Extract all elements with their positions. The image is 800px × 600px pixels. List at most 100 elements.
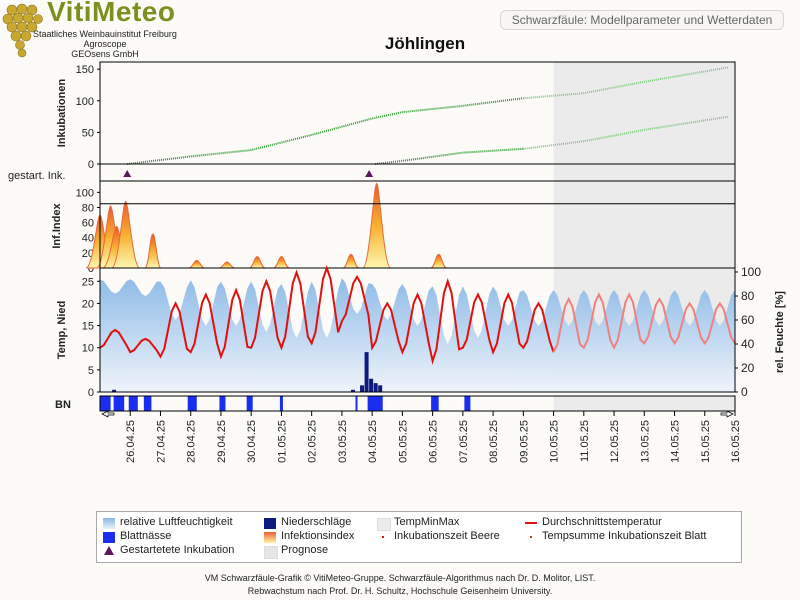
y-tick-label: 0	[88, 159, 94, 171]
humidity-area	[100, 278, 735, 392]
precip-bar	[369, 378, 374, 392]
y-tick-label: 25	[82, 276, 94, 288]
y-axis-label: Temp, Nied	[56, 301, 68, 359]
leaf-wetness-bar	[187, 396, 197, 411]
precip-bar	[350, 389, 355, 392]
precip-bar	[360, 385, 365, 392]
leaf-wetness-bar	[279, 396, 283, 411]
started-incubation-marker	[123, 170, 132, 177]
x-tick-label: 16.05.25	[730, 420, 742, 463]
grape-logo-icon	[2, 3, 43, 58]
precip-bar	[364, 352, 369, 392]
page-title: Jöhlingen	[384, 34, 466, 53]
leaf-swatch-icon	[103, 532, 115, 543]
x-tick-label: 02.05.25	[307, 420, 319, 463]
x-tick-label: 06.05.25	[428, 420, 440, 463]
leaf-wetness-bar	[113, 396, 125, 411]
y-tick-label-right: 0	[741, 385, 748, 399]
precip-bar	[373, 383, 378, 392]
incubation-series	[127, 97, 524, 165]
x-tick-label: 05.05.25	[397, 420, 409, 463]
panel-label: BN	[55, 399, 71, 411]
infection-peak	[362, 182, 392, 269]
leaf-wetness-bar	[355, 396, 358, 411]
leaf-sum-dot-icon	[530, 536, 532, 538]
x-tick-label: 11.05.25	[579, 420, 591, 462]
humidity-swatch-icon	[103, 518, 115, 529]
y-tick-label-right: 80	[741, 289, 755, 303]
x-tick-label: 08.05.25	[488, 420, 500, 463]
y-tick-label-right: 60	[741, 313, 755, 327]
panel-label: gestart. Ink.	[8, 170, 65, 182]
incubation-series	[523, 115, 730, 150]
incubation-series	[523, 66, 730, 100]
leaf-wetness-bar	[246, 396, 253, 411]
chart-legend: relative Luftfeuchtigkeit Niederschläge …	[96, 511, 742, 563]
infection-peak	[144, 233, 162, 269]
y-tick-label: 100	[76, 187, 94, 199]
leaf-wetness-bar	[219, 396, 226, 411]
brand-logo: VitiMeteo	[47, 0, 176, 27]
y-tick-label: 20	[82, 298, 94, 310]
x-tick-label: 14.05.25	[670, 420, 682, 463]
scroll-right-icon	[720, 410, 734, 418]
y-tick-label: 50	[82, 127, 94, 139]
y-tick-label: 5	[88, 365, 94, 377]
leaf-wetness-bar	[367, 396, 383, 411]
y-tick-label: 0	[88, 263, 94, 275]
chart-subtitle: Schwarzfäule: Modellparameter und Wetter…	[500, 10, 784, 30]
infection-peak	[273, 256, 290, 269]
berry-dot-icon	[382, 536, 384, 538]
precip-bar	[378, 385, 383, 392]
org-line: Staatliches Weinbauinstitut Freiburg	[33, 29, 177, 39]
x-tick-label: 07.05.25	[458, 420, 470, 463]
temp-series	[99, 264, 555, 365]
infection-peak	[249, 256, 266, 269]
leaf-wetness-bar	[143, 396, 152, 411]
leaf-wetness-bar	[128, 396, 138, 411]
precip-bar	[112, 389, 117, 392]
leaf-wetness-bar	[100, 396, 111, 411]
y-axis-label: Inf.Index	[51, 203, 63, 249]
x-tick-label: 13.05.25	[639, 420, 651, 463]
x-tick-label: 29.04.25	[216, 420, 228, 463]
y-tick-label: 0	[88, 387, 94, 399]
x-tick-label: 09.05.25	[518, 420, 530, 463]
scroll-left-icon	[101, 410, 115, 418]
footer-credit: Rebwachstum nach Prof. Dr. H. Schultz, H…	[247, 586, 553, 596]
infection-swatch-icon	[264, 532, 276, 543]
x-tick-label: 04.05.25	[367, 420, 379, 463]
y-tick-label: 80	[82, 202, 94, 214]
org-line: Agroscope	[83, 39, 127, 49]
x-tick-label: 27.04.25	[155, 420, 167, 463]
y-tick-label: 60	[82, 218, 94, 230]
y-tick-label-right: 100	[741, 265, 761, 279]
chart-frame	[99, 61, 736, 393]
leaf-wetness-bar	[431, 396, 439, 411]
x-tick-label: 28.04.25	[186, 420, 198, 463]
y-tick-label: 10	[82, 343, 94, 355]
triangle-icon	[104, 546, 114, 555]
temp-line-icon	[525, 522, 537, 524]
y-tick-label: 15	[82, 321, 94, 333]
prognose-swatch-icon	[264, 546, 278, 559]
infection-peak	[218, 261, 236, 269]
org-line: GEOsens GmbH	[71, 49, 139, 59]
leaf-wetness-frame	[99, 395, 736, 412]
x-tick-label: 26.04.25	[125, 420, 137, 463]
x-tick-label: 03.05.25	[337, 420, 349, 463]
y-tick-label-right: 40	[741, 337, 755, 351]
prognose-band	[553, 396, 735, 411]
y-tick-label-right: 20	[741, 361, 755, 375]
x-tick-label: 10.05.25	[549, 420, 561, 463]
incubation-series	[375, 147, 524, 165]
y-tick-label: 40	[82, 233, 94, 245]
x-tick-label: 15.05.25	[700, 420, 712, 463]
tempminmax-swatch-icon	[377, 518, 391, 531]
x-tick-label: 12.05.25	[609, 420, 621, 463]
infection-peak	[111, 200, 141, 269]
x-tick-label: 01.05.25	[276, 420, 288, 463]
infection-peak	[188, 259, 205, 269]
x-tick-label: 30.04.25	[246, 420, 258, 463]
